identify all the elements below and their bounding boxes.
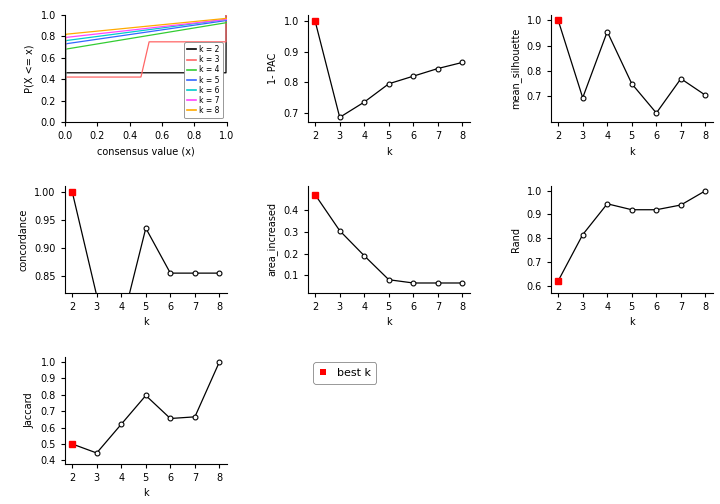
X-axis label: k: k: [143, 488, 148, 498]
Legend: k = 2, k = 3, k = 4, k = 5, k = 6, k = 7, k = 8: k = 2, k = 3, k = 4, k = 5, k = 6, k = 7…: [184, 42, 223, 118]
Y-axis label: Jaccard: Jaccard: [25, 393, 35, 428]
X-axis label: k: k: [629, 318, 634, 328]
X-axis label: k: k: [386, 318, 392, 328]
Y-axis label: Rand: Rand: [511, 227, 521, 252]
Y-axis label: mean_silhouette: mean_silhouette: [510, 28, 521, 109]
Y-axis label: concordance: concordance: [19, 208, 29, 271]
X-axis label: consensus value (x): consensus value (x): [97, 147, 194, 157]
Y-axis label: area_increased: area_increased: [267, 203, 278, 276]
X-axis label: k: k: [386, 147, 392, 157]
X-axis label: k: k: [143, 318, 148, 328]
Y-axis label: P(X <= x): P(X <= x): [25, 44, 35, 93]
Legend: best k: best k: [313, 362, 377, 384]
X-axis label: k: k: [629, 147, 634, 157]
Y-axis label: 1- PAC: 1- PAC: [268, 53, 278, 84]
